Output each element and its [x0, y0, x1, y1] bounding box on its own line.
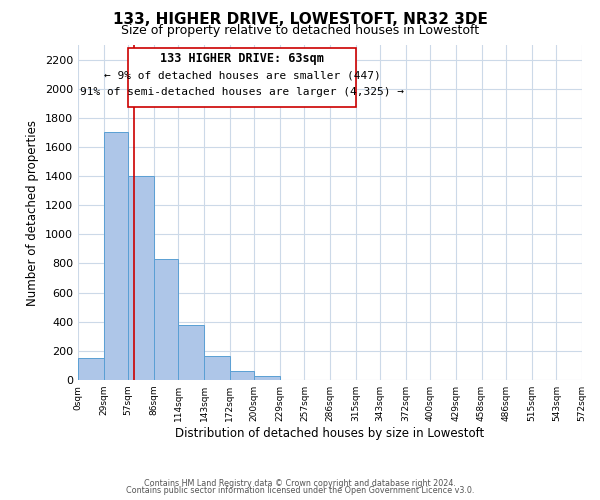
- Text: 133, HIGHER DRIVE, LOWESTOFT, NR32 3DE: 133, HIGHER DRIVE, LOWESTOFT, NR32 3DE: [113, 12, 487, 28]
- Text: Size of property relative to detached houses in Lowestoft: Size of property relative to detached ho…: [121, 24, 479, 37]
- Bar: [78, 358, 104, 380]
- Text: Contains HM Land Registry data © Crown copyright and database right 2024.: Contains HM Land Registry data © Crown c…: [144, 478, 456, 488]
- Text: Contains public sector information licensed under the Open Government Licence v3: Contains public sector information licen…: [126, 486, 474, 495]
- Y-axis label: Number of detached properties: Number of detached properties: [26, 120, 40, 306]
- Bar: [178, 324, 204, 380]
- Text: 91% of semi-detached houses are larger (4,325) →: 91% of semi-detached houses are larger (…: [80, 87, 404, 97]
- Bar: [254, 376, 280, 380]
- FancyBboxPatch shape: [128, 48, 356, 107]
- Text: ← 9% of detached houses are smaller (447): ← 9% of detached houses are smaller (447…: [104, 70, 380, 80]
- Bar: [154, 259, 178, 380]
- Bar: [104, 132, 128, 380]
- Bar: [230, 372, 254, 380]
- X-axis label: Distribution of detached houses by size in Lowestoft: Distribution of detached houses by size …: [175, 427, 485, 440]
- Bar: [128, 176, 154, 380]
- Text: 133 HIGHER DRIVE: 63sqm: 133 HIGHER DRIVE: 63sqm: [160, 52, 324, 65]
- Bar: [204, 356, 230, 380]
